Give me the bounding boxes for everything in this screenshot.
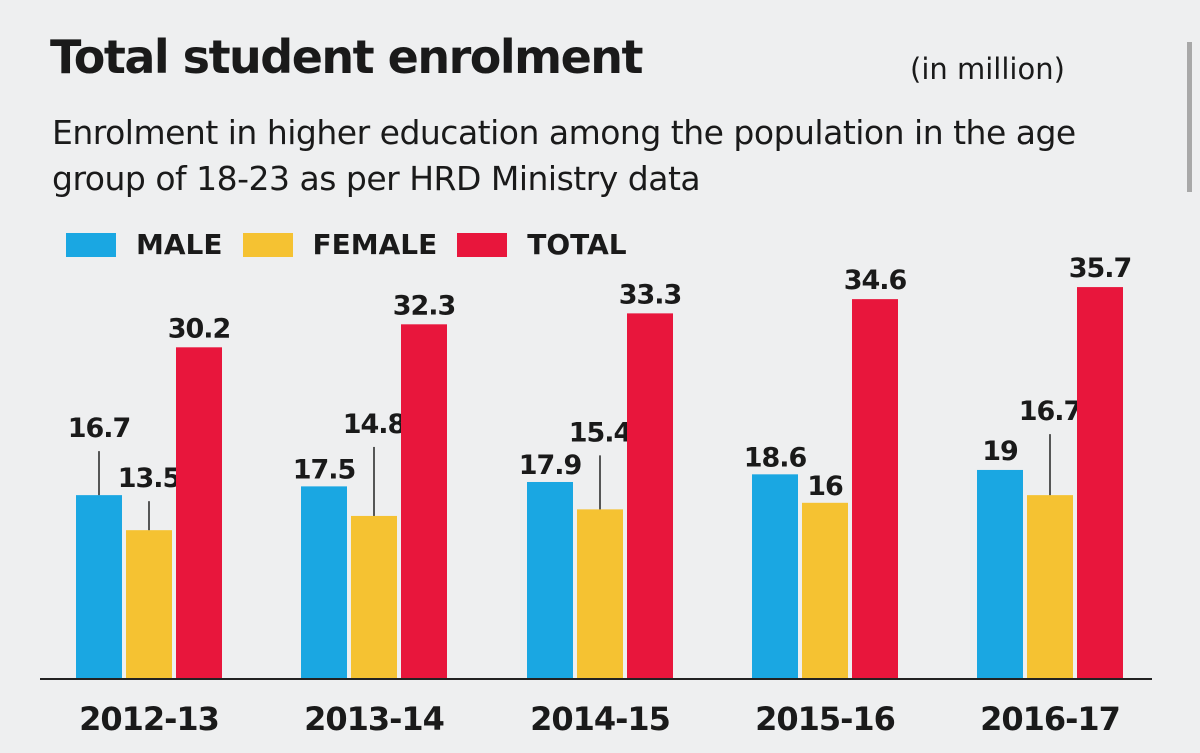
bar-total-2013-14 (401, 324, 447, 678)
bar-total-2014-15 (627, 313, 673, 678)
value-label-female: 14.8 (343, 409, 406, 440)
value-label-female: 16.7 (1019, 396, 1082, 427)
scrollbar[interactable] (1187, 42, 1192, 192)
value-label-total: 30.2 (168, 313, 231, 344)
value-label-total: 34.6 (844, 265, 907, 296)
value-label-male: 19 (982, 436, 1018, 467)
x-tick-label: 2015-16 (755, 700, 895, 738)
unit-label: (in million) (910, 52, 1065, 86)
legend-swatch-total (457, 232, 508, 257)
bar-male-2014-15 (527, 481, 573, 678)
bar-female-2013-14 (351, 515, 397, 678)
bar-male-2015-16 (752, 474, 798, 678)
x-tick-label: 2016-17 (980, 700, 1120, 738)
x-tick-label: 2012-13 (79, 700, 219, 738)
legend-swatch-female (242, 232, 293, 257)
legend-label-male: MALE (136, 228, 223, 261)
legend-swatch-male (66, 232, 116, 257)
value-label-total: 35.7 (1069, 253, 1132, 284)
value-label-female: 13.5 (118, 463, 181, 494)
value-label-total: 32.3 (393, 290, 456, 321)
value-label-female: 15.4 (569, 417, 632, 448)
bar-total-2015-16 (852, 299, 898, 678)
bar-total-2016-17 (1077, 287, 1123, 678)
bar-male-2013-14 (301, 486, 347, 678)
legend-label-female: FEMALE (312, 228, 438, 261)
bar-total-2012-13 (176, 347, 222, 678)
value-label-total: 33.3 (619, 279, 682, 310)
chart-title: Total student enrolment (50, 30, 644, 84)
bar-female-2016-17 (1027, 495, 1073, 678)
x-tick-label: 2014-15 (530, 700, 670, 738)
bar-female-2012-13 (126, 530, 172, 678)
x-tick-label: 2013-14 (304, 700, 444, 738)
legend: MALE FEMALE TOTAL (66, 228, 647, 261)
legend-label-total: TOTAL (527, 228, 627, 261)
value-label-female: 16 (807, 471, 843, 502)
chart-subtitle: Enrolment in higher education among the … (52, 113, 1076, 198)
value-label-male: 18.6 (744, 442, 807, 473)
value-label-male: 17.5 (293, 454, 356, 485)
bar-female-2014-15 (577, 509, 623, 678)
bar-male-2016-17 (977, 469, 1023, 678)
value-label-male: 16.7 (68, 413, 131, 444)
value-label-male: 17.9 (519, 450, 582, 481)
bar-male-2012-13 (76, 495, 122, 678)
bar-female-2015-16 (802, 502, 848, 678)
